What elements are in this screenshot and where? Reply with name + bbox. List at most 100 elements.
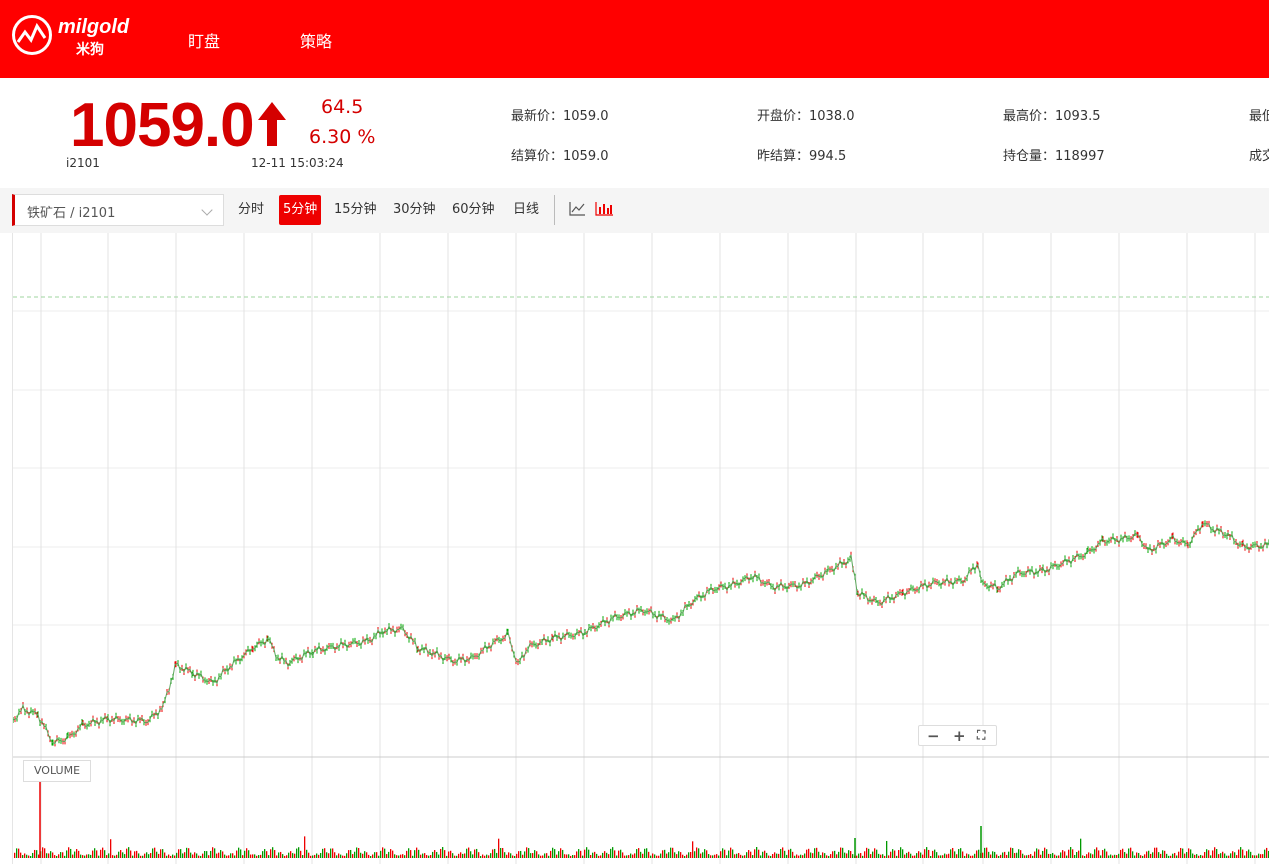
nav-strategy[interactable]: 策略 <box>300 32 333 51</box>
volume-bar-440 <box>894 850 896 858</box>
volume-bar-49 <box>112 855 114 858</box>
volume-bar-317 <box>648 851 650 858</box>
volume-bar-600 <box>1214 847 1216 858</box>
kline-chart-canvas[interactable] <box>12 233 1269 864</box>
volume-bar-310 <box>634 853 636 858</box>
volume-bar-141 <box>296 848 298 858</box>
volume-bar-478 <box>970 855 972 858</box>
volume-bar-255 <box>524 851 526 858</box>
volume-bar-274 <box>562 849 564 858</box>
volume-bar-537 <box>1088 852 1090 858</box>
volume-bar-405 <box>824 853 826 858</box>
volume-bar-345 <box>704 849 706 858</box>
stat-volume: 成交 <box>1249 149 1269 164</box>
volume-bar-601 <box>1216 848 1218 858</box>
volume-bar-81 <box>176 852 178 858</box>
volume-bar-430 <box>874 848 876 858</box>
volume-bar-210 <box>434 850 436 858</box>
volume-bar-254 <box>522 854 524 858</box>
volume-bar-435 <box>884 855 886 858</box>
volume-bar-581 <box>1176 855 1178 858</box>
volume-bar-128 <box>270 849 272 858</box>
volume-bar-177 <box>368 854 370 858</box>
period-5min[interactable]: 5分钟 <box>279 195 322 225</box>
zoom-out-button[interactable]: − <box>927 727 940 745</box>
volume-bar-389 <box>792 851 794 858</box>
volume-bar-444 <box>902 849 904 858</box>
volume-bar-294 <box>602 852 604 858</box>
period-15min[interactable]: 15分钟 <box>334 202 377 217</box>
volume-bar-398 <box>810 852 812 858</box>
nav-watch[interactable]: 盯盘 <box>188 32 221 51</box>
volume-bar-413 <box>840 847 842 858</box>
volume-bar-137 <box>288 852 290 858</box>
milgold-logo[interactable]: milgold 米狗 <box>12 14 142 60</box>
volume-bar-465 <box>944 853 946 858</box>
volume-bar-29 <box>72 854 74 858</box>
volume-bar-343 <box>700 853 702 858</box>
volume-bar-84 <box>182 853 184 858</box>
zoom-in-button[interactable]: + <box>953 727 966 745</box>
volume-bar-379 <box>772 854 774 858</box>
volume-bar-417 <box>848 850 850 858</box>
volume-bar-240 <box>494 848 496 858</box>
volume-bar-102 <box>218 852 220 858</box>
volume-bar-468 <box>950 849 952 858</box>
volume-bar-341 <box>696 847 698 858</box>
volume-bar-542 <box>1098 850 1100 858</box>
volume-bar-357 <box>728 850 730 858</box>
volume-bar-241 <box>496 852 498 858</box>
volume-bar-4 <box>22 855 24 858</box>
candlestick-chart-icon[interactable] <box>595 202 614 216</box>
volume-bar-490 <box>994 851 996 858</box>
volume-bar-161 <box>336 855 338 858</box>
volume-bar-58 <box>130 850 132 858</box>
period-daily[interactable]: 日线 <box>513 202 540 217</box>
volume-bar-473 <box>960 848 962 858</box>
volume-bar-456 <box>926 847 928 858</box>
fullscreen-button[interactable]: ⛶ <box>977 728 986 742</box>
stat-high: 最高价：1093.5 <box>1003 109 1101 124</box>
volume-bar-606 <box>1226 855 1228 858</box>
volume-bar-219 <box>452 853 454 858</box>
volume-bar-364 <box>742 855 744 858</box>
volume-bar-302 <box>618 850 620 858</box>
volume-bar-547 <box>1108 855 1110 858</box>
line-chart-icon[interactable] <box>569 202 586 216</box>
volume-bar-149 <box>312 855 314 858</box>
volume-bar-78 <box>170 855 172 858</box>
volume-bar-72 <box>158 853 160 858</box>
volume-bar-92 <box>198 855 200 858</box>
volume-bar-212 <box>438 854 440 858</box>
volume-bar-535 <box>1084 855 1086 858</box>
volume-bar-20 <box>54 855 56 858</box>
volume-bar-543 <box>1100 855 1102 858</box>
volume-bar-16 <box>46 853 48 858</box>
volume-bar-179 <box>372 854 374 858</box>
period-60min[interactable]: 60分钟 <box>452 202 495 217</box>
volume-bar-315 <box>644 848 646 858</box>
kline-chart[interactable] <box>12 233 1269 864</box>
volume-bar-113 <box>240 849 242 858</box>
volume-bar-164 <box>342 855 344 858</box>
volume-bar-452 <box>918 851 920 858</box>
volume-bar-555 <box>1124 852 1126 858</box>
volume-bar-45 <box>104 850 106 858</box>
contract-selector[interactable]: 铁矿石 / i2101 <box>12 194 224 226</box>
volume-bar-323 <box>660 853 662 858</box>
volume-bar-120 <box>254 854 256 858</box>
period-timeshare[interactable]: 分时 <box>238 202 265 217</box>
volume-bar-336 <box>686 854 688 858</box>
volume-bar-528 <box>1070 847 1072 858</box>
period-30min[interactable]: 30分钟 <box>393 202 436 217</box>
volume-bar-439 <box>892 849 894 858</box>
contract-selector-label: 铁矿石 / i2101 <box>27 206 116 221</box>
volume-bar-446 <box>906 852 908 858</box>
volume-bar-470 <box>954 851 956 858</box>
volume-bar-159 <box>332 848 334 858</box>
volume-bar-407 <box>828 855 830 858</box>
volume-bar-477 <box>968 854 970 858</box>
volume-bar-200 <box>414 850 416 858</box>
volume-bar-37 <box>88 854 90 858</box>
volume-bar-608 <box>1230 853 1232 858</box>
